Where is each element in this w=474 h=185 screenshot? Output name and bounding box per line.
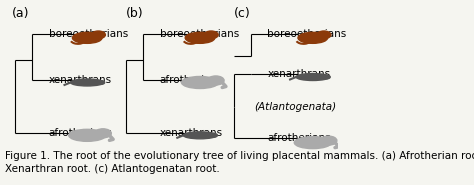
Text: xenarthrans: xenarthrans [267, 69, 330, 79]
Circle shape [317, 31, 331, 39]
Circle shape [320, 136, 337, 145]
Ellipse shape [182, 76, 219, 88]
Text: afrotherians: afrotherians [160, 75, 223, 85]
Text: boreoetherians: boreoetherians [160, 29, 239, 39]
Ellipse shape [69, 129, 106, 141]
Text: (a): (a) [11, 7, 29, 20]
Circle shape [208, 76, 224, 85]
Text: (c): (c) [234, 7, 250, 20]
Ellipse shape [294, 137, 331, 149]
Circle shape [204, 31, 218, 39]
Circle shape [95, 129, 111, 138]
Text: boreoetherians: boreoetherians [48, 29, 128, 39]
Text: (b): (b) [126, 7, 144, 20]
Text: afrotherians: afrotherians [48, 128, 112, 138]
Ellipse shape [185, 32, 215, 43]
Text: Figure 1. The root of the evolutionary tree of living placental mammals. (a) Afr: Figure 1. The root of the evolutionary t… [5, 151, 474, 174]
Ellipse shape [210, 133, 218, 137]
Ellipse shape [97, 81, 105, 84]
Text: boreoetherians: boreoetherians [267, 29, 346, 39]
Text: xenarthrans: xenarthrans [48, 75, 112, 85]
Text: xenarthrans: xenarthrans [160, 128, 223, 138]
Ellipse shape [71, 79, 104, 86]
Circle shape [91, 31, 105, 39]
Ellipse shape [73, 32, 102, 43]
Text: (Atlantogenata): (Atlantogenata) [254, 102, 336, 112]
Ellipse shape [323, 75, 330, 79]
Text: afrotherians: afrotherians [267, 133, 331, 143]
Ellipse shape [183, 132, 217, 139]
Ellipse shape [298, 32, 328, 43]
Ellipse shape [296, 73, 329, 80]
